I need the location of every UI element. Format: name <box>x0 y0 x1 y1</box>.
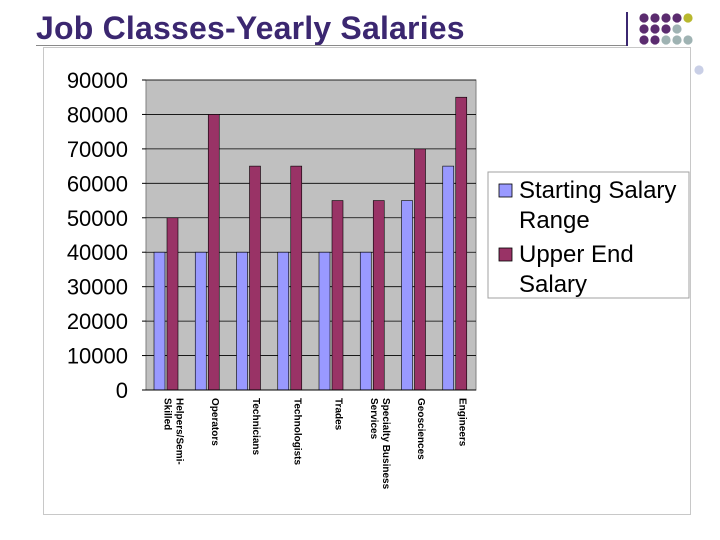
y-tick-label: 0 <box>116 378 128 403</box>
bar-starting-salary <box>153 251 166 391</box>
x-category-label: Skilled <box>162 398 173 430</box>
legend-swatch <box>498 183 513 198</box>
bar-upper-end-salary <box>372 200 385 391</box>
bar-upper-end-salary <box>207 114 220 391</box>
corner-dot <box>683 13 693 23</box>
x-category-label: Technologists <box>291 398 302 465</box>
bar-starting-salary <box>442 165 455 391</box>
corner-dot <box>694 65 704 75</box>
x-category-label: Specialty Business <box>380 398 391 490</box>
bar-starting-salary <box>277 251 290 391</box>
legend-label: Salary <box>519 271 587 298</box>
y-tick-label: 60000 <box>67 171 128 196</box>
y-tick-label: 70000 <box>67 137 128 162</box>
bar-upper-end-salary <box>249 165 261 391</box>
corner-dot <box>672 24 682 34</box>
corner-dot <box>672 13 682 23</box>
legend: Starting Salary Range Upper End Salary <box>487 171 690 299</box>
corner-dot <box>639 24 649 34</box>
bar-chart: 0 10000 20000 30000 40000 50000 60000 70000 8000… <box>67 68 690 490</box>
chart-frame: 0 10000 20000 30000 40000 50000 60000 70000 8000… <box>43 47 691 515</box>
legend-box <box>487 171 690 299</box>
y-tick-label: 10000 <box>67 344 128 369</box>
y-tick-label: 90000 <box>67 68 128 93</box>
bar-starting-salary <box>401 200 413 391</box>
corner-accent-bar <box>626 12 628 46</box>
x-category-label: Trades <box>333 398 344 431</box>
legend-label: Upper End <box>519 241 634 268</box>
legend-label: Range <box>519 207 590 234</box>
x-category-label: Engineers <box>456 398 467 447</box>
y-tick-label: 40000 <box>67 240 128 265</box>
bar-upper-end-salary <box>290 165 303 391</box>
bar-upper-end-salary <box>414 148 426 391</box>
y-tick-label: 80000 <box>67 102 128 127</box>
corner-dot <box>639 13 649 23</box>
slide-title: Job Classes-Yearly Salaries <box>36 10 465 46</box>
corner-dot <box>672 35 682 45</box>
bar-upper-end-salary <box>331 200 344 391</box>
corner-dot <box>650 13 660 23</box>
x-category-label: Technicians <box>250 398 261 455</box>
y-tick-label: 20000 <box>67 309 128 334</box>
bar-upper-end-salary <box>166 217 179 391</box>
corner-dot <box>650 24 660 34</box>
corner-dot <box>650 35 660 45</box>
bar-starting-salary <box>194 251 207 391</box>
bar-starting-salary <box>359 251 372 391</box>
bar-upper-end-salary <box>455 96 468 391</box>
x-category-label: Operators <box>209 398 220 446</box>
y-tick-label: 30000 <box>67 275 128 300</box>
title-divider <box>36 45 628 46</box>
x-category-label: Geosciences <box>415 398 426 460</box>
corner-dot <box>683 35 693 45</box>
corner-dot <box>639 35 649 45</box>
x-category-label: Services <box>368 398 379 440</box>
corner-dot <box>661 13 671 23</box>
corner-dot <box>661 35 671 45</box>
y-tick-label: 50000 <box>67 206 128 231</box>
bar-starting-salary <box>236 251 248 391</box>
legend-label: Starting Salary <box>519 177 676 204</box>
legend-swatch <box>498 247 513 262</box>
corner-dot-decoration <box>639 13 704 75</box>
bar-starting-salary <box>318 251 331 391</box>
x-category-label: Helpers/Semi- <box>174 398 185 465</box>
corner-dot <box>661 24 671 34</box>
